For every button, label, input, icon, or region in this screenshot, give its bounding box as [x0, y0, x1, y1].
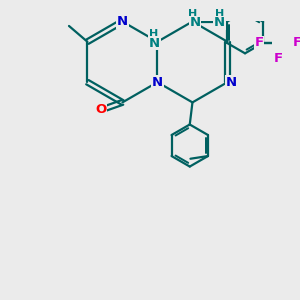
Text: F: F: [292, 36, 300, 49]
Text: H: H: [215, 9, 224, 19]
Text: N: N: [226, 76, 237, 89]
Text: N: N: [149, 37, 160, 50]
Text: F: F: [255, 36, 264, 49]
Text: N: N: [214, 16, 225, 29]
Text: F: F: [274, 52, 283, 65]
Text: N: N: [117, 15, 128, 28]
Text: N: N: [190, 16, 201, 29]
Text: H: H: [188, 9, 197, 19]
Text: H: H: [149, 29, 158, 39]
Text: N: N: [152, 76, 163, 89]
Text: O: O: [95, 103, 106, 116]
